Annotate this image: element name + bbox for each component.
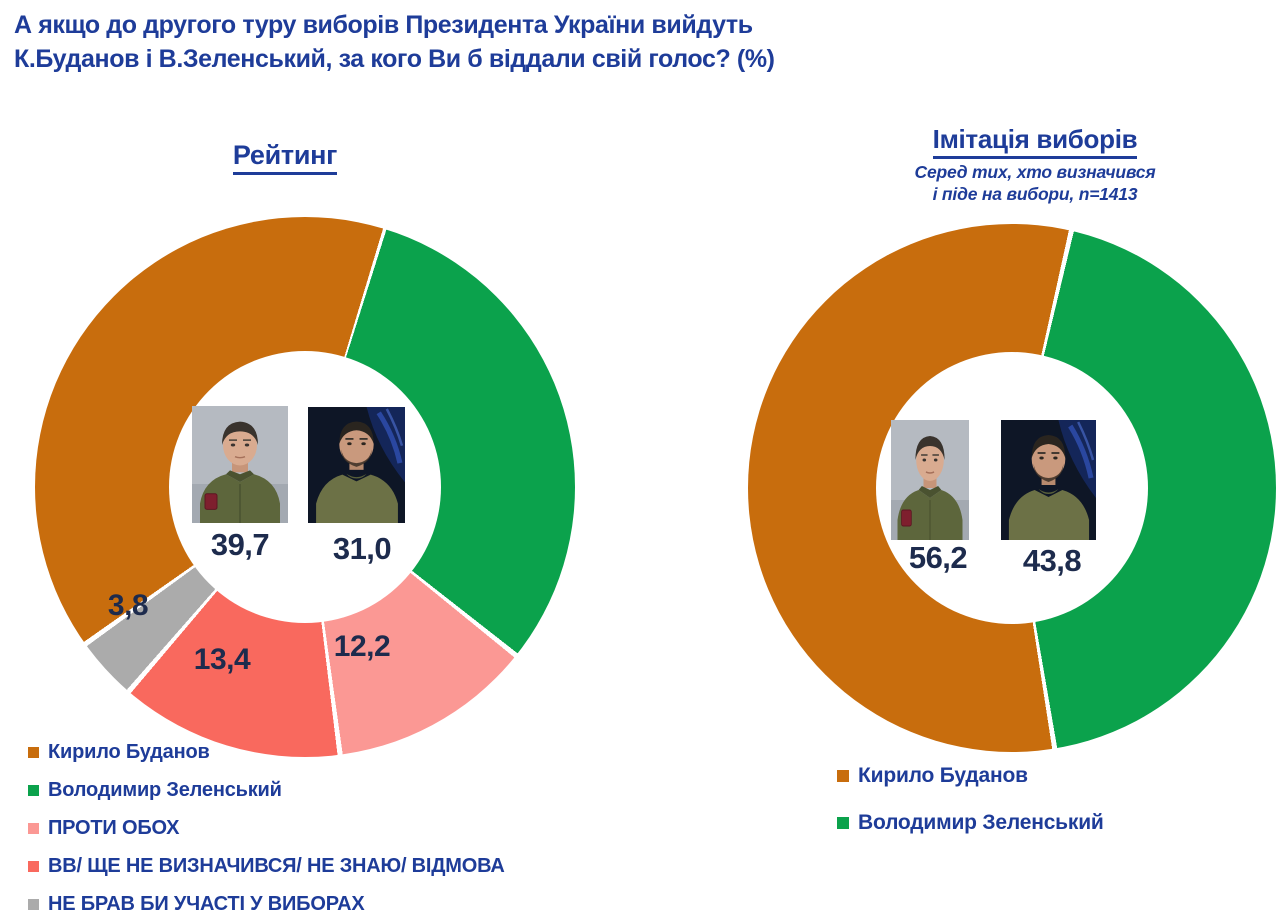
legend-swatch-against-both bbox=[28, 823, 39, 834]
legend-label-against-both: ПРОТИ ОБОХ bbox=[48, 817, 180, 839]
simulation-chart-title: Імітація виборів bbox=[880, 124, 1190, 159]
legend-item-undecided: ВВ/ ЩЕ НЕ ВИЗНАЧИВСЯ/ НЕ ЗНАЮ/ ВІДМОВА bbox=[28, 855, 505, 878]
budanov-photo bbox=[891, 420, 969, 540]
legend-item-no-vote: НЕ БРАВ БИ УЧАСТІ У ВИБОРАХ bbox=[28, 893, 365, 916]
legend-swatch-zelensky bbox=[837, 817, 849, 829]
legend-label-undecided: ВВ/ ЩЕ НЕ ВИЗНАЧИВСЯ/ НЕ ЗНАЮ/ ВІДМОВА bbox=[48, 855, 505, 877]
survey-question-line1: А якщо до другого туру виборів Президент… bbox=[14, 11, 753, 39]
legend-swatch-undecided bbox=[28, 861, 39, 872]
legend-label-budanov: Кирило Буданов bbox=[48, 741, 210, 763]
zelensky-photo bbox=[1001, 420, 1096, 540]
legend-swatch-no-vote bbox=[28, 899, 39, 910]
legend-swatch-zelensky bbox=[28, 785, 39, 796]
legend-label-budanov: Кирило Буданов bbox=[858, 764, 1028, 787]
no-vote-slice-label: 3,8 bbox=[107, 589, 149, 622]
subtitle-line1: Серед тих, хто визначився bbox=[914, 162, 1156, 182]
simulation-chart-subtitle: Серед тих, хто визначився і піде на вибо… bbox=[860, 161, 1210, 205]
zelensky-value: 31,0 bbox=[332, 531, 392, 566]
legend-label-zelensky: Володимир Зеленський bbox=[858, 811, 1104, 834]
budanov-value: 56,2 bbox=[908, 540, 968, 575]
legend-label-no-vote: НЕ БРАВ БИ УЧАСТІ У ВИБОРАХ bbox=[48, 893, 365, 915]
undecided-slice-label: 13,4 bbox=[193, 643, 251, 676]
zelensky-value: 43,8 bbox=[1022, 543, 1082, 578]
legend-item-against-both: ПРОТИ ОБОХ bbox=[28, 817, 179, 840]
zelensky-photo bbox=[308, 407, 405, 523]
survey-question-line2: К.Буданов і В.Зеленський, за кого Ви б в… bbox=[14, 45, 775, 73]
rating-donut-chart: 39,7 31,0 3,8 13,4 12,2 bbox=[35, 217, 575, 757]
rating-chart-title: Рейтинг bbox=[155, 140, 415, 175]
simulation-donut-chart: 56,2 43,8 bbox=[748, 224, 1276, 752]
subtitle-line2: і піде на вибори, n=1413 bbox=[932, 184, 1138, 204]
budanov-photo bbox=[192, 406, 288, 523]
survey-question-title: А якщо до другого туру виборів Президент… bbox=[14, 8, 954, 76]
legend-label-zelensky: Володимир Зеленський bbox=[48, 779, 282, 801]
legend-item-budanov: Кирило Буданов bbox=[28, 741, 210, 764]
legend-item-budanov: Кирило Буданов bbox=[837, 764, 1028, 788]
legend-swatch-budanov bbox=[837, 770, 849, 782]
legend-swatch-budanov bbox=[28, 747, 39, 758]
legend-item-zelensky: Володимир Зеленський bbox=[28, 779, 282, 802]
budanov-value: 39,7 bbox=[210, 527, 270, 562]
legend-item-zelensky: Володимир Зеленський bbox=[837, 811, 1104, 835]
against-both-slice-label: 12,2 bbox=[333, 630, 391, 663]
